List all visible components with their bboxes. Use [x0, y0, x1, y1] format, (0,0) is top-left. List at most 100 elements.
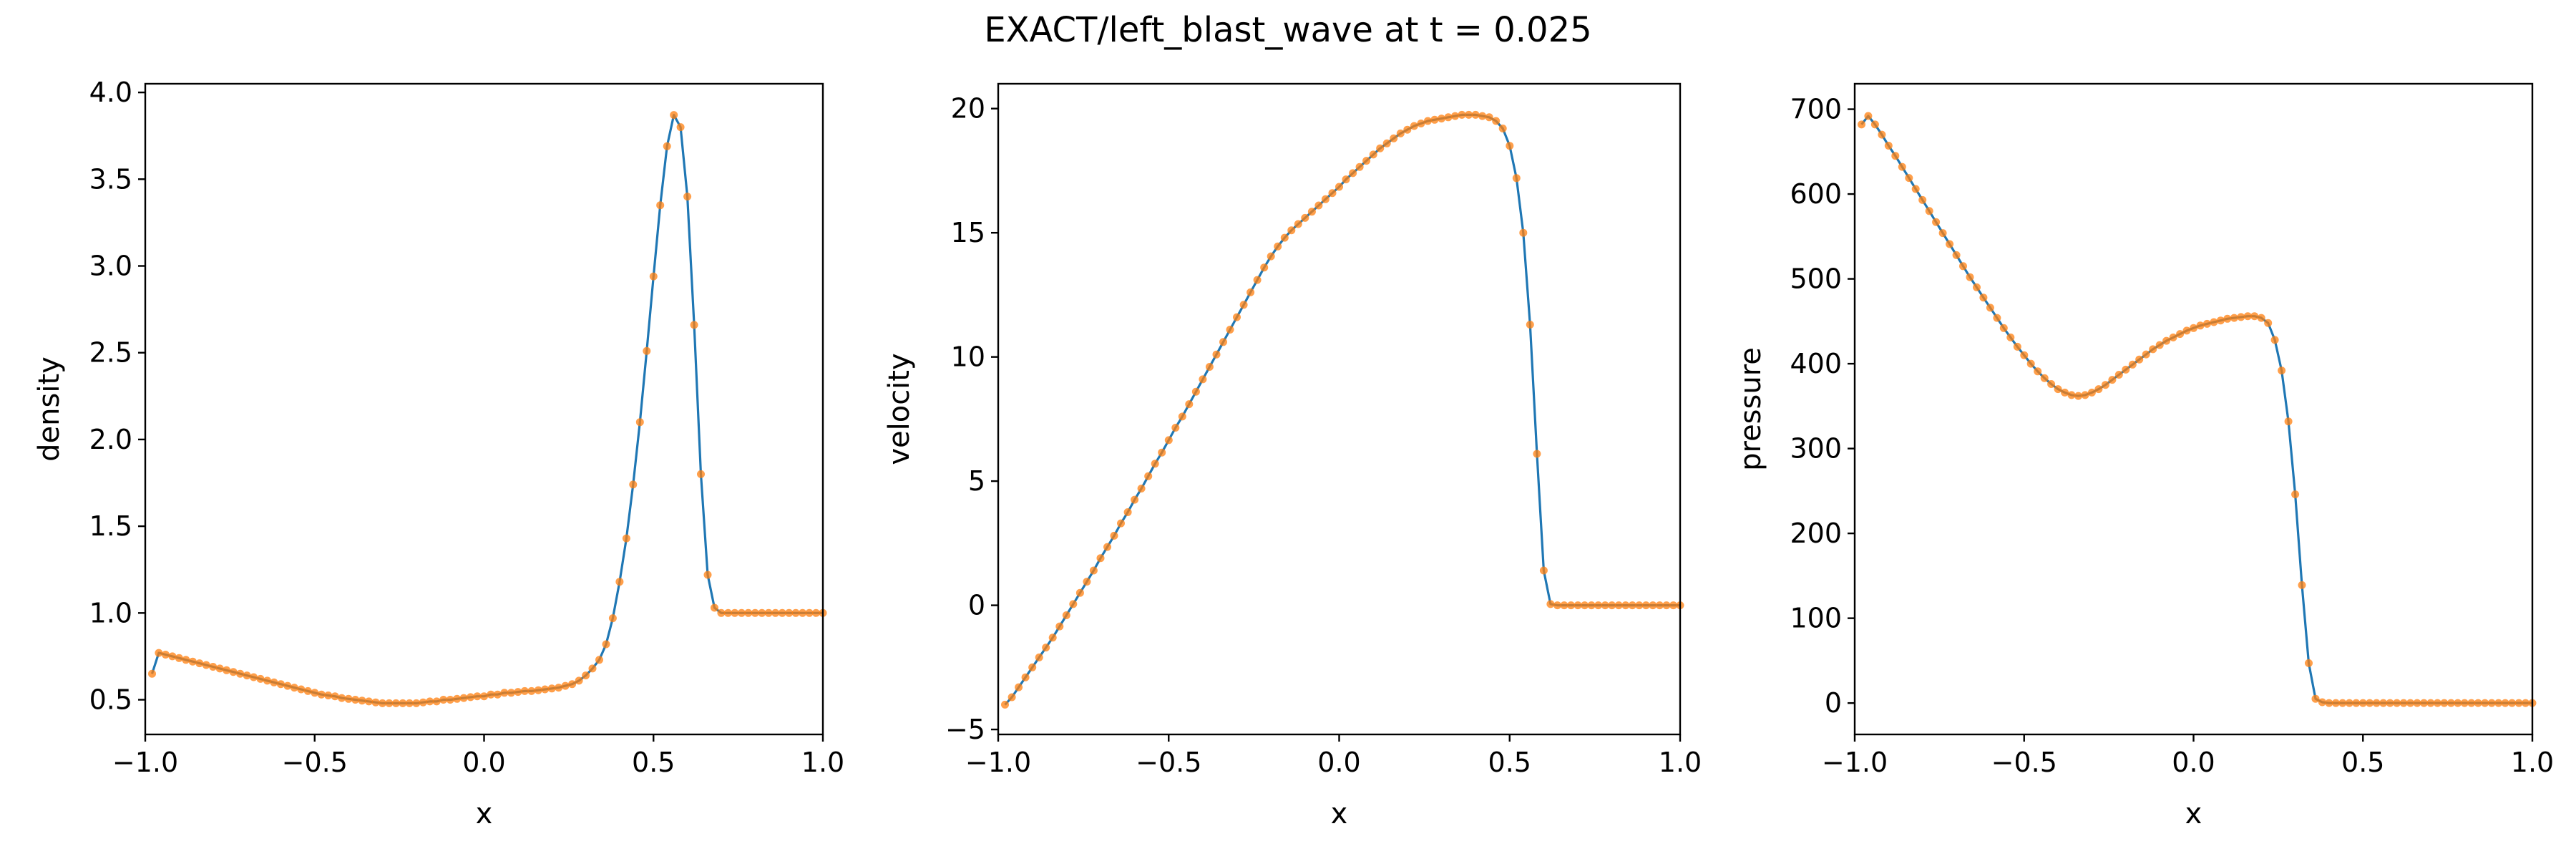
pressure-data-point — [1884, 142, 1893, 150]
pressure-data-point — [2190, 324, 2197, 332]
velocity-data-point — [1267, 252, 1275, 261]
velocity-data-point — [1199, 375, 1207, 384]
x-tick-label: 0.0 — [2172, 747, 2215, 778]
pressure-data-point — [2460, 699, 2469, 707]
density-data-point — [778, 608, 786, 617]
density-data-point — [202, 661, 210, 669]
velocity-data-point — [1498, 125, 1507, 132]
density-data-point — [412, 699, 421, 707]
pressure-data-point — [1870, 120, 1879, 129]
density-data-point — [703, 571, 712, 579]
velocity-data-point — [1355, 162, 1364, 171]
density-data-point — [338, 694, 346, 702]
pressure-data-point — [2237, 313, 2245, 321]
density-data-point — [656, 201, 665, 210]
pressure-data-point — [2250, 312, 2259, 321]
density-data-point — [215, 664, 224, 673]
velocity-data-point — [1205, 363, 1214, 371]
y-tick-label: 2.5 — [89, 337, 132, 369]
pressure-data-point — [2372, 699, 2381, 707]
velocity-data-point — [1307, 208, 1316, 216]
pressure-data-point — [2101, 381, 2109, 389]
x-axis-label: x — [1331, 797, 1348, 830]
y-tick-label: 15 — [951, 217, 985, 248]
pressure-data-point — [1979, 293, 1988, 302]
density-data-point — [527, 686, 536, 695]
density-data-point — [588, 664, 597, 673]
pressure-series-line — [1860, 115, 2532, 704]
velocity-data-point — [1083, 578, 1091, 586]
density-data-point — [250, 673, 258, 681]
subplot-velocity: −1.0 −0.5 0.0 0.5 1.0 −5 0 5 10 15 20 x velocity — [883, 82, 1702, 830]
pressure-data-point — [2087, 388, 2096, 397]
density-data-point — [256, 674, 265, 683]
pressure-data-point — [2467, 699, 2476, 707]
pressure-data-point — [2501, 699, 2509, 707]
velocity-data-point — [1328, 189, 1337, 198]
pressure-data-point — [2155, 341, 2164, 349]
velocity-data-point — [1396, 129, 1405, 137]
density-data-point — [602, 640, 610, 649]
pressure-data-point — [2202, 319, 2211, 328]
density-data-point — [391, 699, 400, 707]
density-data-point — [379, 699, 386, 707]
velocity-data-point — [1649, 601, 1657, 610]
velocity-data-point — [1342, 175, 1350, 184]
pressure-data-point — [2054, 385, 2062, 394]
pressure-data-point — [1959, 262, 1967, 271]
pressure-data-point — [2386, 699, 2394, 707]
pressure-data-point — [1946, 240, 1954, 248]
x-tick-label: −0.5 — [1991, 747, 2057, 778]
density-data-point — [426, 697, 434, 706]
density-data-point — [751, 608, 759, 617]
pressure-data-point — [2433, 699, 2441, 707]
density-data-point — [500, 689, 509, 697]
density-data-point — [507, 689, 515, 697]
pressure-data-point — [2487, 699, 2496, 707]
density-data-point — [737, 608, 746, 617]
pressure-data-point — [2196, 321, 2205, 330]
density-data-point — [690, 321, 698, 329]
velocity-data-point — [1382, 139, 1391, 147]
density-data-point — [283, 681, 292, 690]
density-data-point — [459, 694, 468, 702]
y-tick-label: 500 — [1790, 263, 1842, 295]
pressure-data-point — [2358, 699, 2367, 707]
velocity-data-point — [1233, 313, 1241, 321]
density-data-point — [744, 608, 753, 617]
density-data-point — [243, 671, 251, 680]
pressure-data-point — [2223, 314, 2232, 323]
density-data-point — [270, 678, 278, 686]
density-data-point — [161, 651, 170, 659]
pressure-data-point — [2284, 417, 2293, 426]
velocity-data-point — [1089, 566, 1098, 575]
pressure-data-point — [2406, 699, 2414, 707]
x-axis-label: x — [2185, 797, 2202, 830]
pressure-data-point — [1993, 314, 2001, 322]
velocity-data-point — [1526, 321, 1534, 329]
velocity-data-point — [1438, 115, 1445, 123]
density-data-point — [311, 689, 319, 697]
velocity-axes-frame — [997, 82, 1682, 736]
density-data-point — [195, 659, 204, 668]
density-data-point — [446, 696, 454, 704]
y-tick-label: 4.0 — [89, 77, 132, 108]
velocity-data-point — [1280, 233, 1289, 242]
density-data-point — [344, 694, 353, 703]
pressure-data-point — [1925, 207, 1933, 215]
velocity-data-point — [1608, 601, 1616, 610]
x-tick-label: 0.0 — [1317, 747, 1360, 778]
velocity-data-point — [1103, 543, 1111, 551]
density-data-point — [473, 692, 482, 701]
x-tick-label: 0.5 — [1488, 747, 1531, 778]
pressure-data-point — [2182, 326, 2191, 335]
velocity-data-point — [1253, 276, 1262, 284]
density-data-point — [453, 694, 462, 703]
pressure-data-point — [1999, 324, 2008, 332]
pressure-data-point — [2366, 699, 2374, 707]
pressure-data-point — [2508, 699, 2517, 707]
density-data-point — [799, 608, 807, 617]
y-tick-label: 10 — [951, 341, 985, 373]
pressure-data-point — [2420, 699, 2428, 707]
